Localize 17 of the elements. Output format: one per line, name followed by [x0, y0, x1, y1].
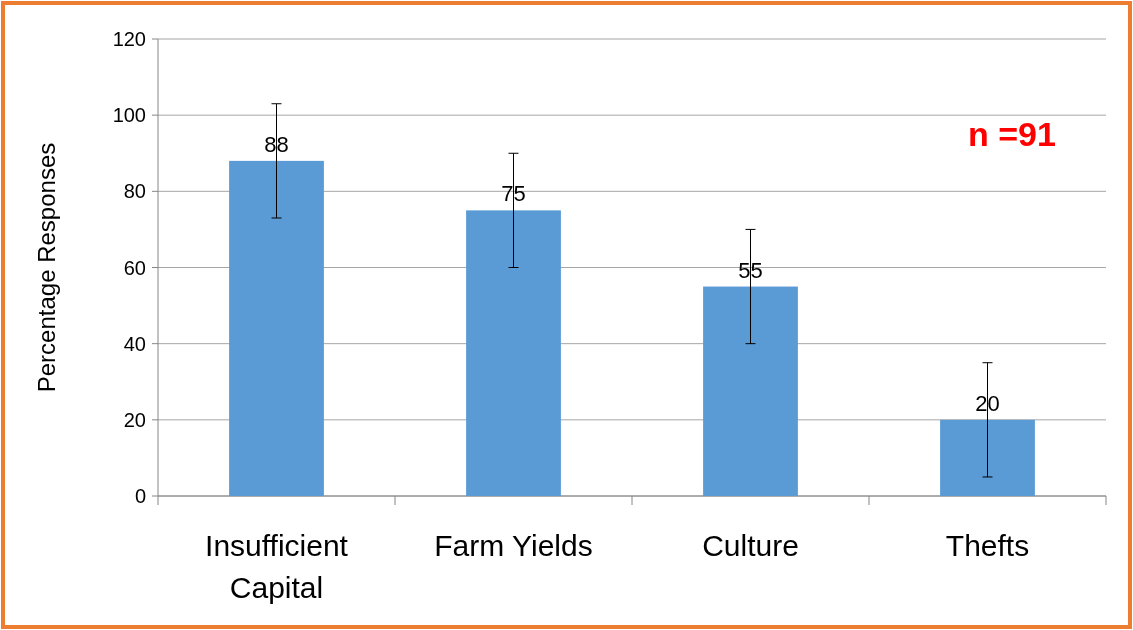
- y-tick-label: 0: [134, 485, 146, 507]
- bar: [940, 419, 1035, 496]
- bar: [229, 160, 324, 496]
- y-tick-label: 20: [123, 408, 146, 431]
- x-tick-label: Culture: [702, 529, 799, 562]
- x-tick-label: Farm Yields: [434, 529, 593, 562]
- annotation: n =91: [968, 115, 1056, 153]
- x-tick-label: Thefts: [945, 529, 1030, 562]
- y-tick-label: 60: [123, 256, 146, 279]
- bar: [703, 286, 798, 496]
- y-tick-label: 40: [123, 332, 146, 355]
- y-tick-label: 100: [112, 104, 146, 127]
- x-tick-label: Insufficient Capital: [205, 529, 349, 604]
- y-tick-label: 120: [112, 28, 146, 50]
- y-axis-title: Percentage Responses: [33, 142, 60, 393]
- bar: [466, 210, 561, 496]
- y-tick-label: 80: [123, 180, 146, 203]
